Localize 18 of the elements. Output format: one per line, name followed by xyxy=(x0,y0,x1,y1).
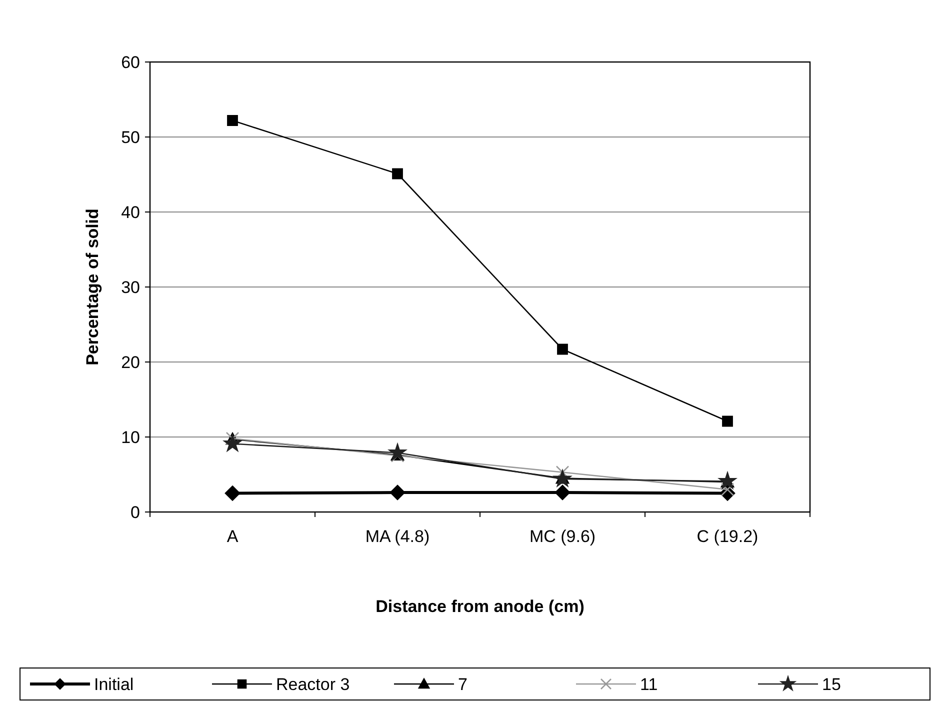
legend-label: 11 xyxy=(640,674,658,694)
y-tick-label: 20 xyxy=(121,352,140,372)
legend-label: Initial xyxy=(94,674,134,694)
legend-label: 7 xyxy=(458,674,468,694)
y-tick-label: 60 xyxy=(121,52,140,72)
legend-label: 15 xyxy=(822,674,841,694)
x-tick-label: MA (4.8) xyxy=(365,527,430,546)
y-tick-label: 50 xyxy=(121,128,140,147)
y-axis-title: Percentage of solid xyxy=(83,208,102,366)
x-tick-label: MC (9.6) xyxy=(529,527,596,546)
y-tick-label: 40 xyxy=(121,202,140,222)
y-tick-label: 10 xyxy=(121,428,140,447)
y-tick-label: 0 xyxy=(130,502,140,522)
x-tick-label: A xyxy=(226,527,239,546)
legend-label: Reactor 3 xyxy=(276,674,350,694)
x-axis-title: Distance from anode (cm) xyxy=(376,597,584,616)
y-tick-label: 30 xyxy=(121,278,140,297)
x-tick-label: C (19.2) xyxy=(696,527,758,546)
